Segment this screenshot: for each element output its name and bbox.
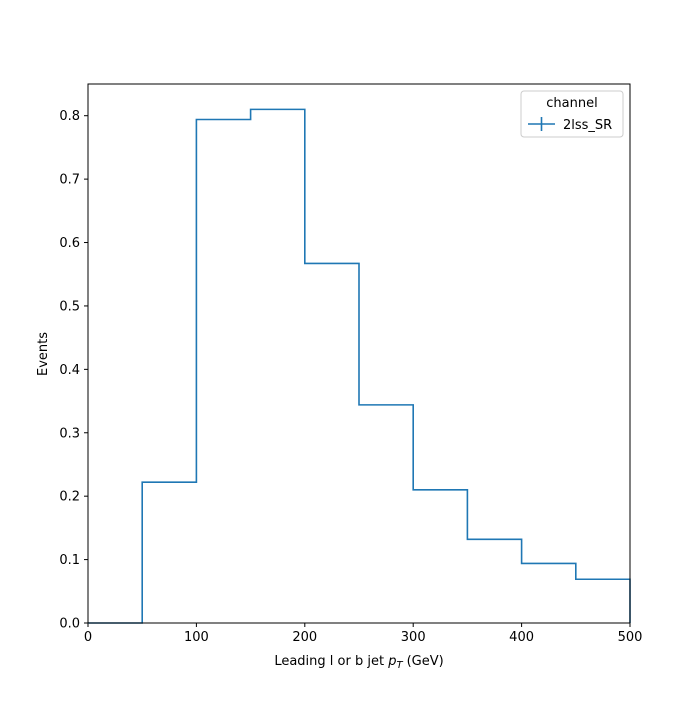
- y-axis-label: Events: [36, 332, 51, 376]
- x-axis-label: Leading l or b jet pT (GeV): [274, 654, 443, 671]
- y-tick-label: 0.1: [59, 553, 80, 568]
- y-tick-label: 0.2: [59, 490, 80, 505]
- y-tick-label: 0.8: [59, 109, 80, 124]
- legend-title: channel: [546, 96, 597, 111]
- x-axis-label-math: p: [387, 654, 396, 669]
- legend: channel 2lss_SR: [521, 91, 623, 137]
- x-axis-label-math-subscript: T: [396, 660, 403, 671]
- x-tick-label: 500: [618, 630, 643, 645]
- y-tick-label: 0.7: [59, 173, 80, 188]
- y-tick-label: 0.4: [59, 363, 80, 378]
- y-tick-label: 0.3: [59, 426, 80, 441]
- x-tick-label: 400: [509, 630, 534, 645]
- y-tick-label: 0.5: [59, 299, 80, 314]
- x-axis-label-text: Leading l or b jet: [274, 654, 384, 669]
- legend-entry-2lss-sr: 2lss_SR: [563, 118, 612, 133]
- x-tick-label: 200: [292, 630, 317, 645]
- x-tick-label: 0: [84, 630, 92, 645]
- x-tick-label: 300: [401, 630, 426, 645]
- y-tick-label: 0.6: [59, 236, 80, 251]
- x-axis-label-unit: (GeV): [407, 654, 444, 669]
- y-tick-label: 0.0: [59, 617, 80, 632]
- x-tick-label: 100: [184, 630, 209, 645]
